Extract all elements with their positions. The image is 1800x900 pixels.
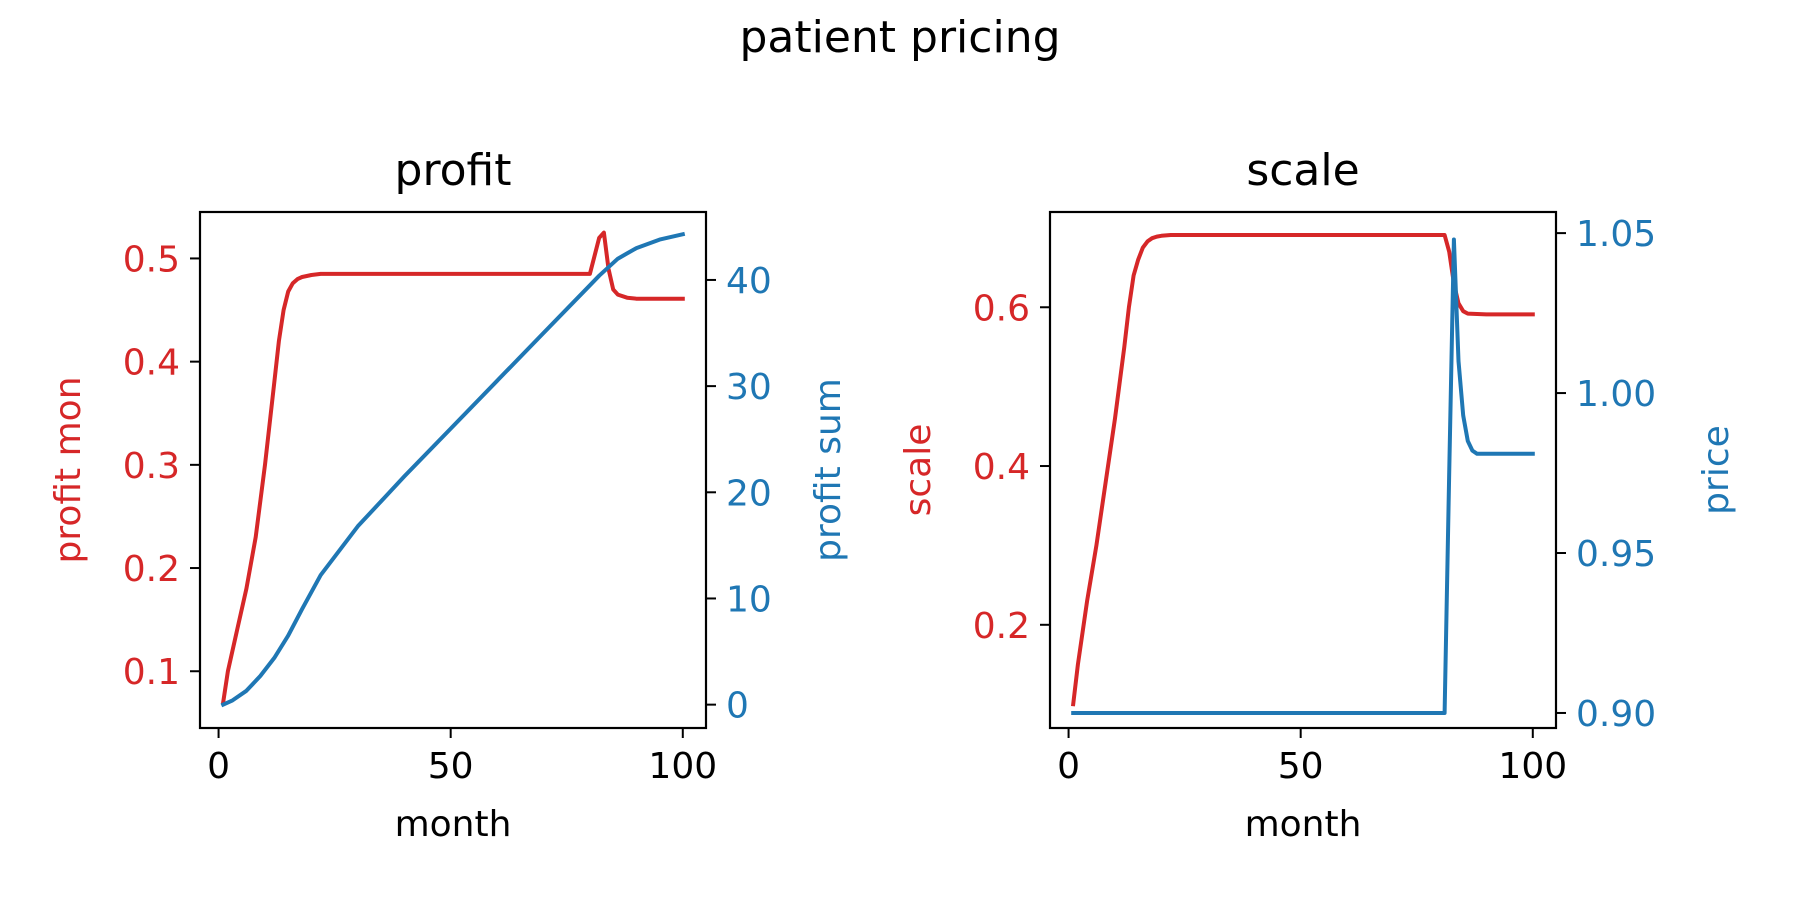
panel-1-y-right-tick-label: 30 — [726, 367, 772, 408]
panel-2-x-tick-label: 50 — [1278, 746, 1324, 787]
figure-title: patient pricing — [739, 12, 1060, 63]
panel-1-series-left-line — [220, 230, 685, 705]
panel-1-y-left-tick-label: 0.3 — [123, 446, 180, 487]
panel-2-y-right-tick-label: 0.90 — [1576, 694, 1656, 735]
panel-1-y-left-axis-label: profit mon — [48, 376, 89, 563]
panel-1-y-right-tick-label: 0 — [726, 686, 749, 727]
panel-2-y-left-tick-label: 0.6 — [973, 288, 1030, 329]
panel-1-y-right-axis-label: profit sum — [808, 378, 849, 562]
panel-1-x-tick-label: 0 — [207, 746, 230, 787]
panel-2-y-right-tick-label: 0.95 — [1576, 534, 1656, 575]
panel-1-y-left-tick-label: 0.5 — [123, 239, 180, 280]
panel-2-y-left-tick-label: 0.4 — [973, 447, 1030, 488]
panel-1-y-right-tick-label: 20 — [726, 473, 772, 514]
panel-2-y-right-axis-label: price — [1696, 425, 1737, 515]
panel-1-y-left-tick-label: 0.4 — [123, 343, 180, 384]
panel-2-x-tick-label: 100 — [1498, 746, 1567, 787]
panel-1-series-right-line — [220, 231, 686, 708]
panel-2-y-left-tick-label: 0.2 — [973, 606, 1030, 647]
panel-2-x-axis-label: month — [1245, 804, 1362, 845]
panel-2-series-right-line — [1071, 237, 1535, 715]
panel-1-x-axis-label: month — [395, 804, 512, 845]
panel-2-title: scale — [1246, 145, 1359, 196]
panel-1-y-right-tick-label: 10 — [726, 579, 772, 620]
panel-2-y-right-tick-label: 1.00 — [1576, 374, 1656, 415]
panel-1-frame — [198, 210, 708, 730]
panel-2-x-tick-label: 0 — [1057, 746, 1080, 787]
panel-2-y-right-tick-label: 1.05 — [1576, 214, 1656, 255]
panel-2-frame — [1048, 210, 1558, 730]
panel-1-y-left-tick-label: 0.1 — [123, 652, 180, 693]
panel-1-x-tick-label: 100 — [648, 746, 717, 787]
panel-2-series-left-line — [1070, 233, 1535, 707]
panel-1-title: profit — [395, 145, 512, 196]
panel-1-y-right-tick-label: 40 — [726, 261, 772, 302]
panel-2-y-left-axis-label: scale — [898, 424, 939, 517]
panel-1-x-tick-label: 50 — [428, 746, 474, 787]
panel-1-y-left-tick-label: 0.2 — [123, 549, 180, 590]
